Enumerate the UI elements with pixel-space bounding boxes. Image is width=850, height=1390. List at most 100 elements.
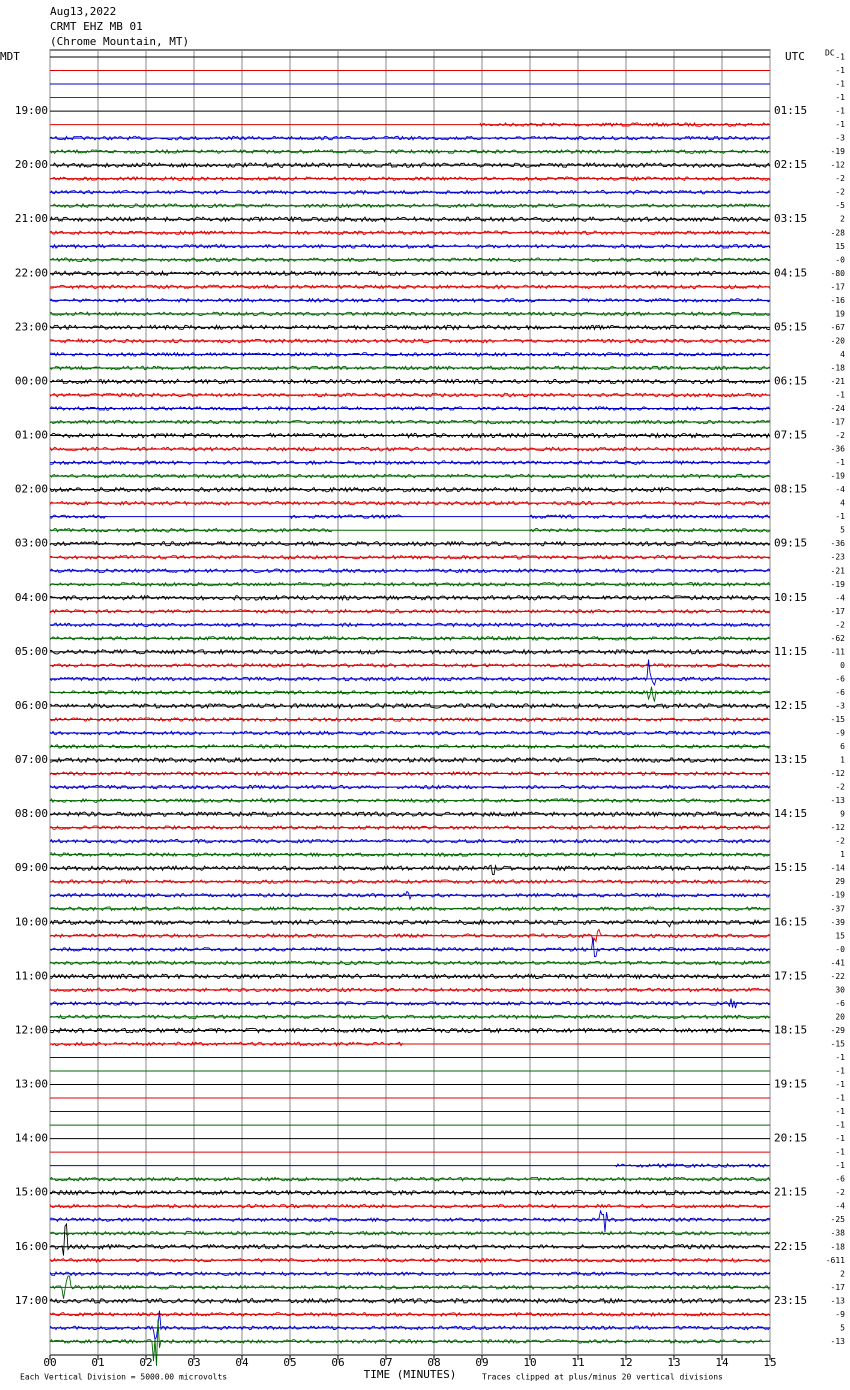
right-hour-label: 09:15 (774, 537, 807, 550)
dc-offset: 30 (835, 985, 845, 994)
dc-offset: 15 (835, 242, 845, 251)
trace (49, 659, 771, 686)
trace (49, 851, 771, 858)
dc-offset: -41 (831, 958, 846, 967)
dc-offset: -17 (831, 282, 846, 291)
dc-offset: -19 (831, 147, 846, 156)
dc-offset: -13 (831, 1337, 846, 1346)
dc-offset: -80 (831, 269, 846, 278)
trace (49, 581, 771, 588)
dc-offset: -14 (831, 864, 846, 873)
trace (49, 1222, 771, 1256)
trace (49, 1189, 771, 1196)
trace (49, 662, 771, 669)
left-hour-label: 15:00 (15, 1186, 48, 1199)
dc-offset: -37 (831, 904, 846, 913)
right-hour-label: 19:15 (774, 1078, 807, 1091)
dc-offset: -3 (835, 701, 845, 710)
left-hour-label: 17:00 (15, 1294, 48, 1307)
trace (479, 121, 770, 128)
left-hour-label: 07:00 (15, 753, 48, 766)
x-tick-label: 10 (523, 1356, 536, 1369)
trace (49, 608, 771, 614)
trace (49, 257, 771, 263)
x-tick-label: 00 (43, 1356, 56, 1369)
dc-offset: -1 (835, 1134, 845, 1143)
x-tick-label: 08 (427, 1356, 440, 1369)
dc-title: DC (825, 49, 835, 58)
dc-offset: -23 (831, 553, 846, 562)
dc-offset: -1 (835, 93, 845, 102)
trace (49, 648, 771, 656)
dc-offset: -6 (835, 1175, 845, 1184)
footer-right: Traces clipped at plus/minus 20 vertical… (482, 1373, 723, 1382)
dc-offset: -11 (831, 647, 846, 656)
trace (49, 405, 771, 412)
trace (49, 446, 771, 452)
dc-offset: -12 (831, 769, 846, 778)
right-hour-label: 21:15 (774, 1186, 807, 1199)
dc-offset: -4 (835, 593, 845, 602)
trace (49, 756, 771, 764)
dc-offset: -13 (831, 1296, 846, 1305)
trace (49, 1041, 403, 1047)
dc-offset: -25 (831, 1215, 846, 1224)
left-hour-label: 02:00 (15, 483, 48, 496)
trace (49, 998, 771, 1009)
dc-offset: -2 (835, 174, 845, 183)
dc-offset: -15 (831, 715, 846, 724)
dc-offset: -6 (835, 999, 845, 1008)
trace (49, 784, 771, 790)
trace (50, 824, 770, 831)
trace (49, 473, 771, 479)
left-hour-label: 13:00 (15, 1078, 48, 1091)
x-axis-title: TIME (MINUTES) (364, 1368, 457, 1381)
dc-offset: -2 (835, 188, 845, 197)
trace (49, 973, 771, 980)
trace (49, 937, 771, 958)
dc-offset: -1 (835, 107, 845, 116)
right-hour-label: 06:15 (774, 374, 807, 387)
left-hour-label: 10:00 (15, 915, 48, 928)
dc-offset: -6 (835, 674, 845, 683)
dc-offset: -20 (831, 336, 846, 345)
left-hour-label: 08:00 (15, 807, 48, 820)
dc-offset: -9 (835, 1310, 845, 1319)
trace (49, 1271, 771, 1277)
x-tick-label: 07 (379, 1356, 392, 1369)
left-hour-label: 19:00 (15, 104, 48, 117)
dc-offset: -22 (831, 972, 846, 981)
left-axis-title: MDT (0, 50, 20, 63)
location: (Chrome Mountain, MT) (50, 35, 189, 48)
dc-offset: -9 (835, 729, 845, 738)
trace (49, 918, 771, 928)
dc-offset: -62 (831, 634, 846, 643)
dc-offset: -12 (831, 161, 846, 170)
dc-offset: -1 (835, 1148, 845, 1157)
dc-offset: -17 (831, 607, 846, 616)
dc-offset: -38 (831, 1229, 846, 1238)
dc-offset: -21 (831, 377, 846, 386)
x-tick-label: 06 (331, 1356, 344, 1369)
left-hour-label: 12:00 (15, 1023, 48, 1036)
trace (49, 284, 771, 290)
dc-offset: -5 (835, 201, 845, 210)
trace (49, 189, 771, 195)
trace (49, 338, 771, 344)
left-hour-label: 00:00 (15, 374, 48, 387)
dc-offset: -1 (835, 1121, 845, 1130)
trace (49, 1027, 771, 1034)
right-hour-label: 14:15 (774, 807, 807, 820)
dc-offset: -1 (835, 391, 845, 400)
dc-offset: -17 (831, 418, 846, 427)
footer-left: Each Vertical Division = 5000.00 microvo… (20, 1373, 227, 1382)
left-hour-label: 06:00 (15, 699, 48, 712)
dc-offset: -1 (835, 1107, 845, 1116)
x-tick-label: 03 (187, 1356, 200, 1369)
trace (49, 797, 771, 804)
left-hour-label: 14:00 (15, 1132, 48, 1145)
dc-offset: -19 (831, 580, 846, 589)
trace (49, 148, 771, 155)
right-hour-label: 07:15 (774, 429, 807, 442)
dc-offset: -2 (835, 620, 845, 629)
